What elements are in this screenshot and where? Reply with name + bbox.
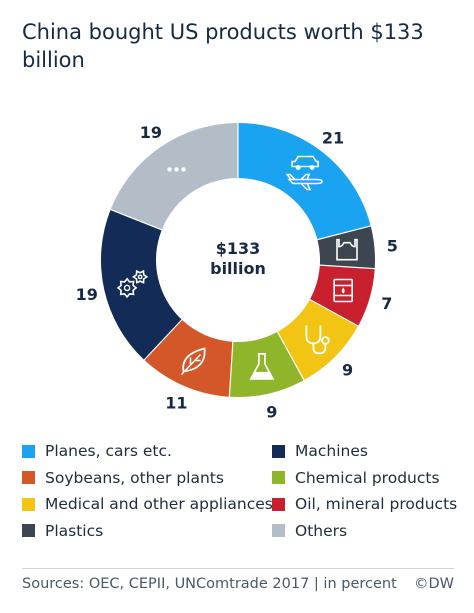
slice-1 [238,123,371,240]
donut-slices [100,123,375,397]
slice-value-labels: 21 5 7 9 9 11 19 19 [76,123,398,421]
legend-swatch [272,497,285,511]
legend-item: Planes, cars etc. [22,440,172,462]
leaf-icon [180,347,206,376]
plastic-bag-icon [336,238,358,261]
slice-value-label: 21 [322,129,344,148]
donut-chart: 21 5 7 9 9 11 19 19 $133 billion [76,123,398,421]
center-label-line-1: $133 [216,239,261,258]
slice-icons [116,155,358,380]
slice-value-label: 19 [76,285,98,304]
plane-car-icon [285,155,323,191]
legend-swatch [272,524,285,537]
brand-logo: ©DW [413,576,454,592]
source-note: Sources: OEC, CEPII, UNComtrade 2017 | i… [22,576,397,592]
ellipsis-icon [167,167,186,172]
legend-label: Medical and other appliances [45,495,273,513]
slice-value-label: 7 [381,294,392,313]
legend-item: Machines [272,440,368,462]
legend-swatch [22,497,35,511]
flask-icon [249,353,275,380]
legend-swatch [22,444,35,458]
slice-5 [229,332,304,397]
legend-label: Soybeans, other plants [45,468,224,487]
stethoscope-icon [305,325,330,355]
legend-label: Others [295,521,348,540]
legend-item: Soybeans, other plants [22,467,224,489]
legend-label: Oil, mineral products [295,495,458,513]
footer-divider [22,568,454,569]
footer: Sources: OEC, CEPII, UNComtrade 2017 | i… [22,568,454,598]
center-label-line-2: billion [210,259,266,278]
legend-item: Plastics [22,520,103,542]
slice-value-label: 11 [165,393,187,412]
slice-value-label: 9 [266,402,277,421]
slice-value-label: 5 [387,236,398,255]
legend-swatch [272,444,285,458]
chart-title: China bought US products worth $133 bill… [22,20,424,72]
gears-icon [116,269,149,299]
legend-item: Oil, mineral products [272,493,457,515]
slice-2 [317,226,375,269]
legend-swatch [22,471,35,484]
legend-label: Plastics [45,521,104,540]
slice-value-label: 9 [342,361,353,380]
legend-item: Medical and other appliances [22,493,273,515]
legend-label: Machines [295,442,368,460]
oil-barrel-icon [333,278,354,303]
legend-swatch [272,471,285,484]
slice-4 [278,300,358,380]
legend-item: Others [272,520,347,542]
slice-6 [144,320,233,397]
legend-label: Planes, cars etc. [45,442,172,460]
legend-item: Chemical products [272,467,440,489]
legend-label: Chemical products [295,468,440,487]
slice-7 [100,210,182,360]
slice-value-label: 19 [140,123,162,142]
slice-8 [110,123,238,230]
legend-swatch [22,524,35,537]
